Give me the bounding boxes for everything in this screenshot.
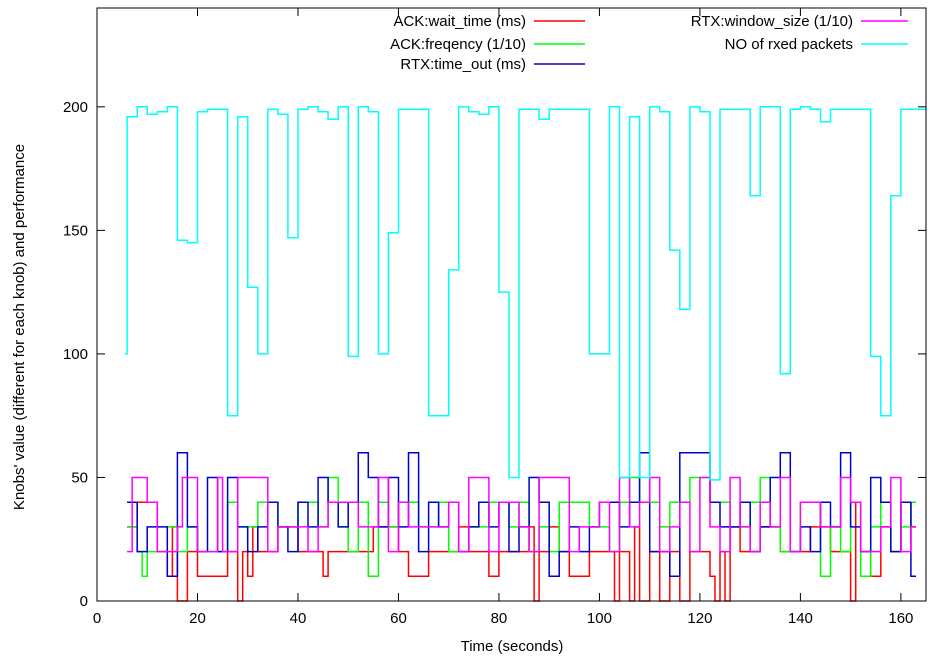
y-axis-title: Knobs' value (different for each knob) a…: [11, 144, 28, 510]
x-tick-label: 60: [390, 610, 407, 627]
x-tick-label: 40: [290, 610, 307, 627]
legend-label: NO of rxed packets: [725, 36, 853, 53]
series-line-4: [127, 476, 916, 553]
legend-label: RTX:window_size (1/10): [691, 13, 853, 30]
legend-label: ACK:freqency (1/10): [390, 36, 526, 53]
x-tick-label: 140: [788, 610, 813, 627]
x-tick-label: 80: [491, 610, 508, 627]
legend: ACK:wait_time (ms) ACK:freqency (1/10) RTX…: [390, 13, 908, 73]
plot-frame: [96, 7, 927, 602]
y-tick-label: 100: [63, 346, 88, 363]
x-tick-label: 120: [687, 610, 712, 627]
series-line-5: [125, 106, 926, 481]
x-tick-label: 100: [587, 610, 612, 627]
axes-layer: 0 20 40 60 80 100 120 140 160 0 50 100 150 200: [63, 7, 927, 627]
x-tick-label: 0: [93, 610, 101, 627]
legend-label: ACK:wait_time (ms): [393, 13, 526, 30]
x-tick-label: 160: [888, 610, 913, 627]
y-tick-label: 0: [80, 593, 88, 610]
x-axis-title: Time (seconds): [461, 638, 564, 655]
x-tick-label: 20: [189, 610, 206, 627]
legend-label: RTX:time_out (ms): [400, 56, 526, 73]
series-layer: [125, 106, 926, 602]
y-tick-label: 150: [63, 222, 88, 239]
y-tick-label: 200: [63, 99, 88, 116]
y-tick-label: 50: [71, 469, 88, 486]
